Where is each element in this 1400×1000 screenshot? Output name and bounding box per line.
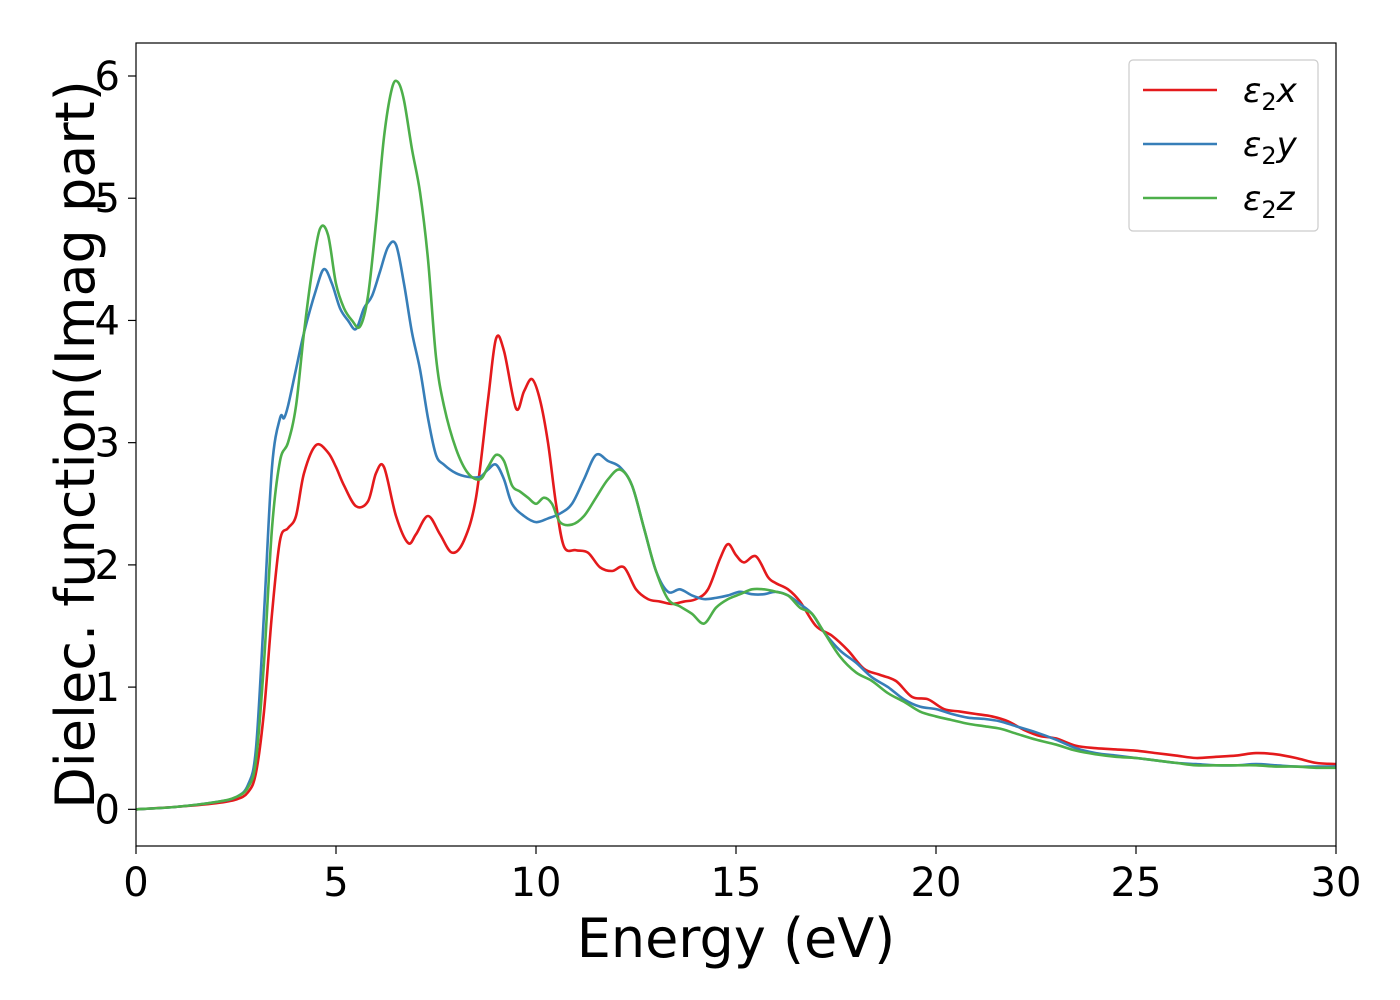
legend: ε2x ε2y ε2z	[1128, 59, 1319, 232]
series-line-y	[136, 240, 1336, 811]
series-layer	[136, 79, 1336, 811]
ticks-layer: 0 5 10 15 20 25 30 0 1 2 3 4 5 6	[95, 54, 1362, 906]
x-axis-title: Energy (eV)	[577, 907, 896, 970]
series-line-x	[136, 334, 1336, 811]
x-tick-label: 25	[1111, 860, 1162, 906]
y-tick-label: 1	[95, 665, 120, 711]
legend-label-y: ε2y	[1243, 125, 1298, 170]
legend-box	[1128, 59, 1319, 232]
x-tick-label: 30	[1311, 860, 1362, 906]
y-tick-label: 0	[95, 787, 120, 833]
y-tick-label: 6	[95, 54, 120, 100]
y-tick-label: 4	[95, 298, 120, 344]
legend-label-x: ε2x	[1243, 71, 1298, 116]
series-line-z	[136, 79, 1336, 811]
x-tick-label: 0	[123, 860, 148, 906]
x-tick-label: 5	[323, 860, 348, 906]
legend-label-z: ε2z	[1243, 179, 1296, 224]
y-axis-title: Dielec. function(Imag part)	[44, 80, 107, 809]
y-tick-label: 3	[95, 421, 120, 467]
x-tick-label: 10	[511, 860, 562, 906]
x-tick-label: 15	[711, 860, 762, 906]
y-tick-label: 5	[95, 176, 120, 222]
y-tick-label: 2	[95, 543, 120, 589]
x-tick-label: 20	[911, 860, 962, 906]
